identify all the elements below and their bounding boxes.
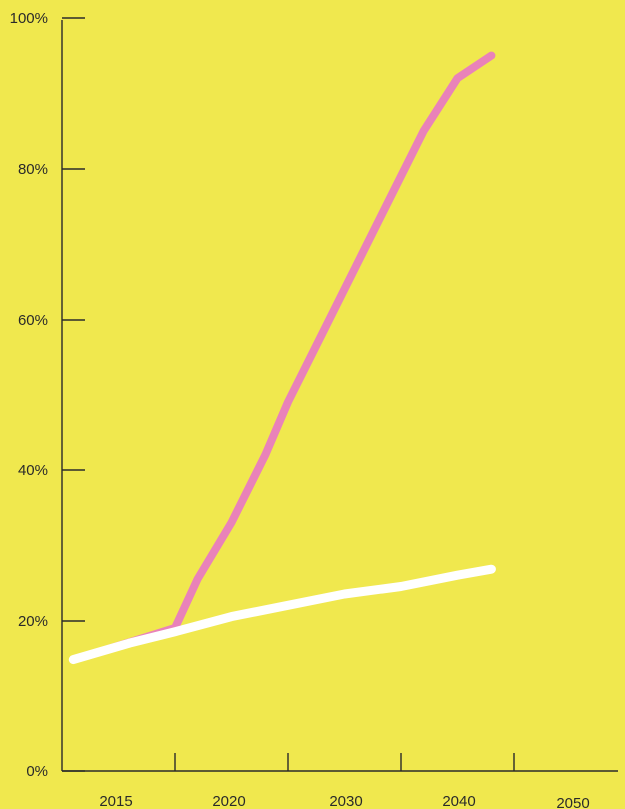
y-tick-label-0: 0%: [26, 763, 48, 780]
series-line-0: [87, 51, 496, 659]
x-tick-label-2015: 2015: [99, 793, 132, 809]
x-tick-label-2050: 2050: [556, 795, 589, 809]
series-line-1: [68, 564, 496, 665]
y-tick-label-100: 100%: [10, 10, 48, 27]
y-ticks: 0% 20% 40% 60% 80% 100%: [10, 10, 85, 780]
x-tick-label-2030: 2030: [329, 793, 362, 809]
x-ticks: 2015 2020 2030 2040 2050: [99, 753, 590, 809]
axes: [61, 20, 618, 772]
series-layer: [68, 51, 496, 665]
y-tick-label-40: 40%: [18, 462, 48, 479]
y-tick-label-20: 20%: [18, 613, 48, 630]
y-tick-label-60: 60%: [18, 312, 48, 329]
x-tick-label-2020: 2020: [212, 793, 245, 809]
y-tick-label-80: 80%: [18, 161, 48, 178]
x-tick-label-2040: 2040: [442, 793, 475, 809]
